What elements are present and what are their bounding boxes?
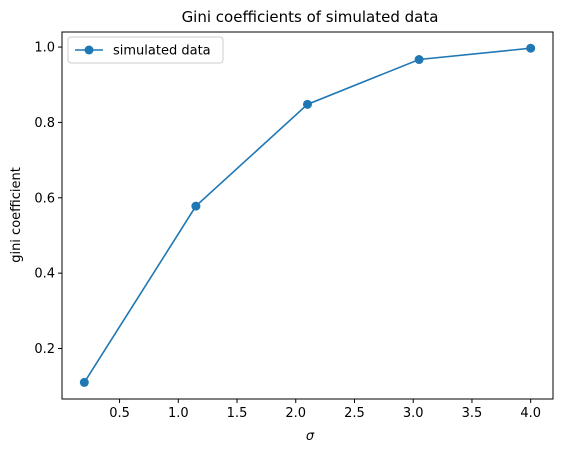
chart-title: Gini coefficients of simulated data	[182, 8, 439, 26]
legend-label: simulated data	[113, 44, 211, 59]
y-axis-label: gini coefficient	[9, 167, 24, 263]
x-tick-label: 1.5	[227, 406, 248, 421]
x-tick-label: 3.0	[403, 406, 424, 421]
legend: simulated data	[67, 36, 224, 64]
x-tick-label: 2.5	[344, 406, 365, 421]
x-tick-label: 3.5	[462, 406, 483, 421]
x-axis: 0.5 1.0 1.5 2.0 2.5 3.0 3.5 4.0	[109, 399, 541, 421]
series-layer	[79, 43, 536, 387]
y-tick-label: 0.8	[34, 116, 55, 131]
y-tick-label: 0.2	[34, 342, 55, 357]
x-tick-label: 1.0	[168, 406, 189, 421]
x-tick-label: 2.0	[285, 406, 306, 421]
y-tick-label: 0.4	[34, 267, 55, 282]
data-point	[303, 99, 312, 109]
data-point	[414, 55, 424, 65]
y-axis: 0.2 0.4 0.6 0.8 1.0	[34, 41, 62, 357]
legend-box	[67, 36, 224, 64]
data-point	[526, 43, 536, 53]
y-tick-label: 1.0	[34, 41, 55, 56]
data-point	[191, 201, 201, 211]
x-tick-label: 0.5	[109, 406, 130, 421]
plot-frame	[61, 31, 554, 400]
series-line	[83, 47, 531, 383]
legend-marker	[84, 45, 94, 55]
x-tick-label: 4.0	[520, 406, 541, 421]
data-point	[79, 377, 89, 387]
x-axis-label: σ	[306, 429, 315, 444]
y-tick-label: 0.6	[34, 191, 55, 206]
